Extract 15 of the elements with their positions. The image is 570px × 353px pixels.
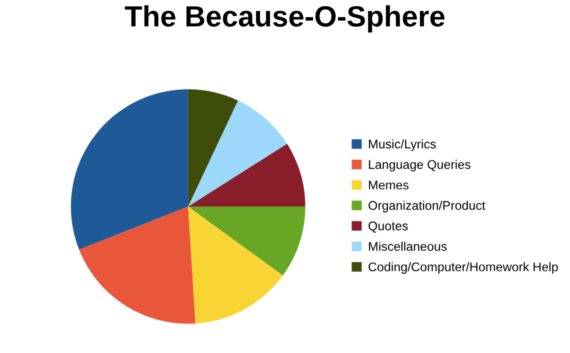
legend-label: Miscellaneous <box>368 242 447 251</box>
legend-label: Memes <box>368 180 408 190</box>
legend-label: Organization/Product <box>368 200 486 212</box>
pie-slice <box>188 100 288 207</box>
legend-label: Language Queries <box>368 160 470 172</box>
chart-title: The Because-O-Sphere <box>124 5 444 32</box>
pie-slice <box>188 206 283 324</box>
legend-label: Quotes <box>368 222 408 233</box>
pie-slice <box>70 89 188 250</box>
pie-slice <box>79 206 196 324</box>
legend-label: Coding/Computer/Homework Help <box>368 262 558 274</box>
pie-slice <box>188 206 306 276</box>
pie-slice <box>188 89 238 207</box>
legend-label: Music/Lyrics <box>368 139 436 151</box>
pie-slice <box>188 144 306 207</box>
